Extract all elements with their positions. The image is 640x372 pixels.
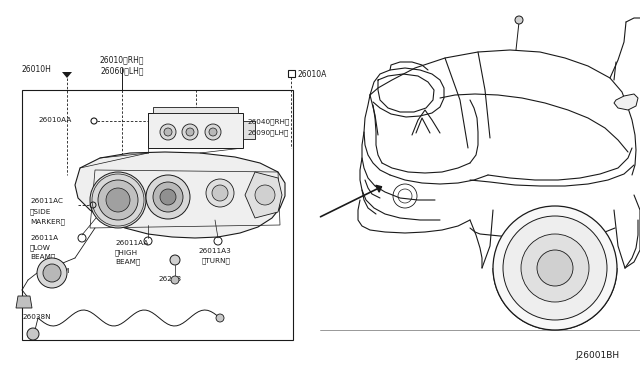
Circle shape (212, 185, 228, 201)
Text: 26060〈LH〉: 26060〈LH〉 (100, 66, 144, 75)
Text: 〈LOW: 〈LOW (30, 244, 51, 251)
Circle shape (146, 175, 190, 219)
Polygon shape (614, 94, 638, 110)
Circle shape (171, 276, 179, 284)
Text: 26040〈RH〉: 26040〈RH〉 (247, 119, 289, 125)
Text: 〈SIDE: 〈SIDE (30, 208, 51, 215)
Circle shape (186, 128, 194, 136)
Text: 26011A3: 26011A3 (198, 248, 231, 254)
Text: 〈HIGH: 〈HIGH (115, 249, 138, 256)
Circle shape (37, 258, 67, 288)
Text: 〈TURN〉: 〈TURN〉 (202, 257, 231, 264)
Text: J26001BH: J26001BH (576, 351, 620, 360)
Polygon shape (16, 296, 32, 308)
Text: 26243: 26243 (158, 276, 181, 282)
Circle shape (160, 189, 176, 205)
Text: 26038N: 26038N (22, 314, 51, 320)
Text: 26010A: 26010A (298, 70, 328, 79)
Polygon shape (75, 152, 285, 238)
Circle shape (209, 128, 217, 136)
Bar (153, 107, 238, 113)
Circle shape (27, 328, 39, 340)
Bar (243, 121, 255, 139)
Polygon shape (62, 72, 72, 78)
Text: 26029M: 26029M (40, 268, 69, 274)
Text: BEAM〉: BEAM〉 (30, 253, 55, 260)
Text: 26011A: 26011A (30, 235, 58, 241)
Text: 26010〈RH〉: 26010〈RH〉 (100, 55, 144, 64)
Circle shape (216, 314, 224, 322)
Circle shape (493, 206, 617, 330)
Text: 26010AA: 26010AA (38, 117, 72, 123)
Circle shape (182, 124, 198, 140)
Bar (22, 90, 293, 340)
Text: 26090〈LH〉: 26090〈LH〉 (247, 130, 289, 136)
Circle shape (153, 182, 183, 212)
Text: 26011AA: 26011AA (115, 240, 148, 246)
Text: 26010H: 26010H (22, 65, 52, 74)
Circle shape (537, 250, 573, 286)
Circle shape (205, 124, 221, 140)
Circle shape (98, 180, 138, 220)
Circle shape (255, 185, 275, 205)
Circle shape (206, 179, 234, 207)
Circle shape (503, 216, 607, 320)
Text: BEAM〉: BEAM〉 (115, 258, 140, 264)
Bar (148, 113, 243, 148)
Circle shape (515, 16, 523, 24)
Circle shape (90, 172, 146, 228)
Text: MARKER〉: MARKER〉 (30, 218, 65, 225)
Circle shape (521, 234, 589, 302)
Circle shape (43, 264, 61, 282)
Circle shape (160, 124, 176, 140)
Circle shape (164, 128, 172, 136)
Polygon shape (245, 172, 282, 218)
Bar (288, 70, 295, 77)
Circle shape (170, 255, 180, 265)
Text: 26011AC: 26011AC (30, 198, 63, 204)
Circle shape (106, 188, 130, 212)
